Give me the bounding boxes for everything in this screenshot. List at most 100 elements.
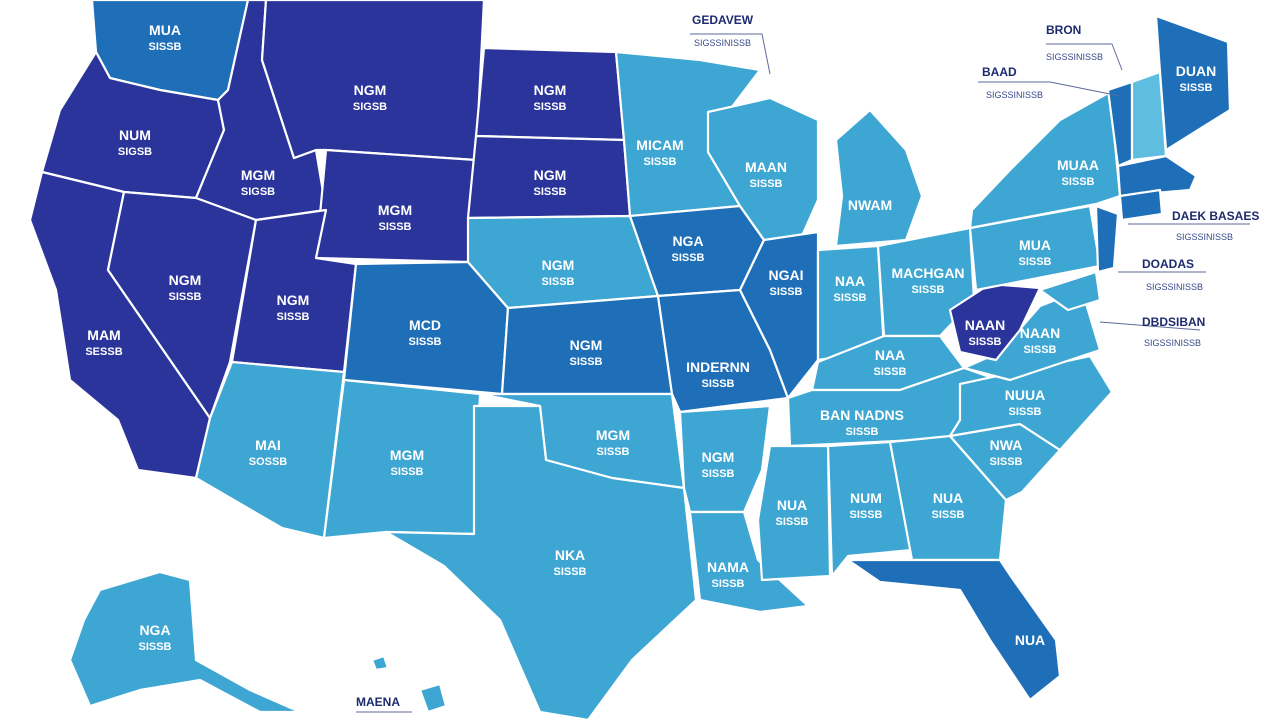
state-montana[interactable] <box>260 0 486 162</box>
state-label-co: MCD <box>409 317 441 333</box>
svg-text:DAEK BASAES: DAEK BASAES <box>1172 209 1259 223</box>
state-label-ca: MAM <box>87 327 120 343</box>
state-hawaii-big-island[interactable] <box>418 682 448 714</box>
state-massachusetts[interactable] <box>1116 154 1198 198</box>
state-sublabel-ms: SISSB <box>775 516 808 528</box>
state-label-ms: NUA <box>777 497 807 513</box>
state-label-ks: NGM <box>570 337 603 353</box>
state-michigan[interactable] <box>834 108 924 248</box>
state-nevada[interactable] <box>106 190 258 420</box>
state-hawaii-maui[interactable] <box>370 654 390 672</box>
state-label-mi: NWAM <box>848 197 892 213</box>
state-sublabel-ut: SISSB <box>276 311 309 323</box>
svg-text:SIGSSINISSB: SIGSSINISSB <box>1046 52 1103 62</box>
state-arizona[interactable] <box>194 360 346 540</box>
svg-text:SIGSSINISSB: SIGSSINISSB <box>986 90 1043 100</box>
state-label-mn: MICAM <box>636 137 683 153</box>
state-sublabel-mt: SIGSB <box>353 101 387 113</box>
state-label-wi: MAAN <box>745 159 787 175</box>
state-sublabel-co: SISSB <box>408 336 441 348</box>
state-label-mo: INDERNN <box>686 359 750 375</box>
callout-connecticut: DAEK BASAES SIGSSINISSB <box>1128 209 1259 242</box>
state-label-or: NUM <box>119 127 151 143</box>
svg-text:DBDSIBAN: DBDSIBAN <box>1142 315 1205 329</box>
state-label-ak: NGA <box>139 622 170 638</box>
state-label-la: NAMA <box>707 559 749 575</box>
state-texas[interactable] <box>384 404 698 720</box>
state-sublabel-wi: SISSB <box>749 178 782 190</box>
state-sublabel-ne: SISSB <box>541 276 574 288</box>
state-sublabel-ia: SISSB <box>671 252 704 264</box>
state-alaska[interactable] <box>68 570 302 714</box>
state-label-mt: NGM <box>354 82 387 98</box>
state-new-jersey[interactable] <box>1094 204 1120 274</box>
state-label-il: NGAI <box>769 267 804 283</box>
state-label-nv: NGM <box>169 272 202 288</box>
state-sublabel-id: SIGSB <box>241 186 275 198</box>
state-maryland[interactable] <box>1038 270 1102 312</box>
state-sublabel-ca: SESSB <box>85 346 122 358</box>
svg-text:BAAD: BAAD <box>982 65 1017 79</box>
callout-new-jersey: DOADAS SIGSSINISSB <box>1118 257 1206 292</box>
state-sublabel-wv: SISSB <box>968 336 1001 348</box>
callout-massachusetts: BAAD SIGSSINISSB <box>978 65 1121 100</box>
state-sublabel-sd: SISSB <box>533 186 566 198</box>
callout-new-hampshire: BRON SIGSSINISSB <box>1046 23 1123 71</box>
state-sublabel-la: SISSB <box>711 578 744 590</box>
state-label-id: MGM <box>241 167 275 183</box>
state-label-wa: MUA <box>149 22 181 38</box>
state-sublabel-tx: SISSB <box>553 566 586 578</box>
state-mississippi[interactable] <box>756 444 832 582</box>
state-maine[interactable] <box>1154 14 1232 152</box>
svg-text:SIGSSINISSB: SIGSSINISSB <box>1146 282 1203 292</box>
state-label-me: DUAN <box>1176 63 1216 79</box>
state-sublabel-ga: SISSB <box>931 509 964 521</box>
state-tennessee[interactable] <box>786 366 1012 448</box>
state-sublabel-ks: SISSB <box>569 356 602 368</box>
state-sublabel-nd: SISSB <box>533 101 566 113</box>
state-label-sd: NGM <box>534 167 567 183</box>
state-connecticut[interactable] <box>1118 188 1164 222</box>
state-sublabel-or: SIGSB <box>118 146 152 158</box>
state-sublabel-ky: SISSB <box>873 366 906 378</box>
state-label-ky: NAA <box>875 347 905 363</box>
state-sublabel-in: SISSB <box>833 292 866 304</box>
svg-text:SIGSSINISSB: SIGSSINISSB <box>1144 338 1201 348</box>
state-sublabel-va: SISSB <box>1023 344 1056 356</box>
state-sublabel-nc: SISSB <box>1008 406 1041 418</box>
state-sublabel-ok: SISSB <box>596 446 629 458</box>
state-sublabel-me: SISSB <box>1179 82 1212 94</box>
state-sublabel-wa: SISSB <box>148 41 181 53</box>
state-label-pa: MUA <box>1019 237 1051 253</box>
state-sublabel-mn: SISSB <box>643 156 676 168</box>
state-sublabel-oh: SISSB <box>911 284 944 296</box>
svg-text:BRON: BRON <box>1046 23 1081 37</box>
state-label-in: NAA <box>835 273 865 289</box>
state-sublabel-pa: SISSB <box>1018 256 1051 268</box>
svg-text:SIGSSINISSB: SIGSSINISSB <box>1176 232 1233 242</box>
state-label-fl: NUA <box>1015 632 1045 648</box>
state-sublabel-tn: SISSB <box>845 426 878 438</box>
state-alabama[interactable] <box>826 440 914 578</box>
state-label-nd: NGM <box>534 82 567 98</box>
state-north-carolina[interactable] <box>948 354 1114 452</box>
state-label-nc: NUUA <box>1005 387 1045 403</box>
state-label-tx: NKA <box>555 547 585 563</box>
state-louisiana[interactable] <box>688 510 810 614</box>
state-sublabel-sc: SISSB <box>989 456 1022 468</box>
state-label-ok: MGM <box>596 427 630 443</box>
state-label-wv: NAAN <box>965 317 1005 333</box>
state-label-nm: MGM <box>390 447 424 463</box>
state-label-tn: BAN NADNS <box>820 407 904 423</box>
state-label-oh: MACHGAN <box>891 265 964 281</box>
state-florida[interactable] <box>846 558 1062 702</box>
state-label-ia: NGA <box>672 233 703 249</box>
state-sublabel-al: SISSB <box>849 509 882 521</box>
state-sublabel-ar: SISSB <box>701 468 734 480</box>
svg-text:SIGSSINISSB: SIGSSINISSB <box>694 38 751 48</box>
state-label-ar: NGM <box>702 449 735 465</box>
state-label-ne: NGM <box>542 257 575 273</box>
state-sublabel-nv: SISSB <box>168 291 201 303</box>
svg-text:GEDAVEW: GEDAVEW <box>692 13 754 27</box>
